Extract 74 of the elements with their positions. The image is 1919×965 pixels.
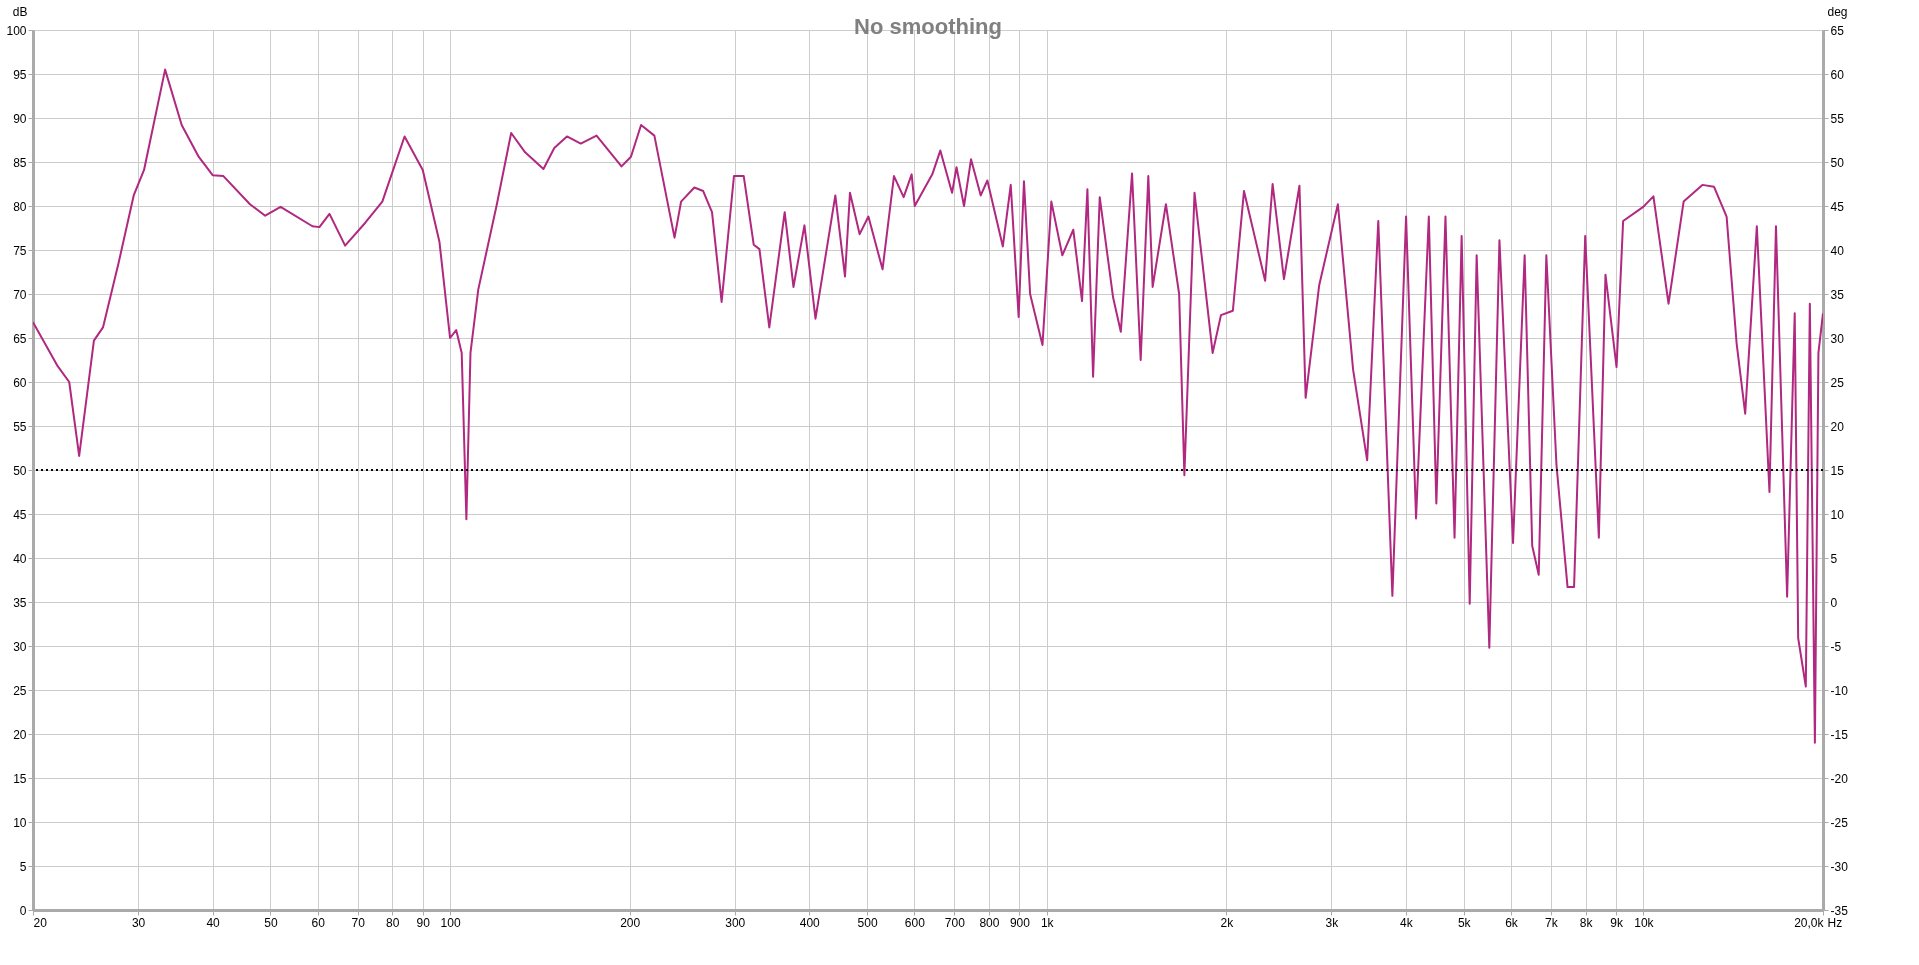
y-tick-label: 35 — [13, 595, 27, 610]
y2-tick-label: 35 — [1830, 287, 1845, 302]
x-tick-label: 600 — [904, 915, 926, 930]
y-tick-label: 20 — [13, 727, 27, 742]
y2-tick-label: 15 — [1830, 463, 1845, 478]
x-axis-title: Hz — [1827, 915, 1843, 930]
x-tick-label: 700 — [944, 915, 966, 930]
y-tick-label: 100 — [6, 23, 27, 38]
y2-tick-label: 10 — [1830, 507, 1845, 522]
y2-tick-label: 25 — [1830, 375, 1845, 390]
y2-axis-title: deg — [1827, 4, 1848, 19]
y2-tick-label: 40 — [1830, 243, 1845, 258]
y-tick-label: 45 — [13, 507, 27, 522]
y-tick-label: 65 — [13, 331, 27, 346]
x-tick-label: 500 — [857, 915, 878, 930]
x-tick-label: 20,0k — [1794, 915, 1825, 930]
y-tick-label: 95 — [13, 67, 27, 82]
x-tick-label: 90 — [416, 915, 431, 930]
x-tick-label: 20 — [33, 915, 48, 930]
x-tick-label: 30 — [131, 915, 146, 930]
y-tick-label: 80 — [13, 199, 27, 214]
x-tick-label: 80 — [386, 915, 400, 930]
x-tick-label: 7k — [1545, 915, 1559, 930]
x-tick-label: 6k — [1505, 915, 1519, 930]
x-tick-label: 9k — [1610, 915, 1624, 930]
x-tick-label: 100 — [440, 915, 461, 930]
y-tick-label: 60 — [13, 375, 27, 390]
x-tick-label: 200 — [620, 915, 641, 930]
y2-tick-label: 65 — [1830, 23, 1845, 38]
y2-tick-label: 5 — [1830, 551, 1838, 566]
x-tick-label: 300 — [725, 915, 746, 930]
y2-tick-label: -5 — [1830, 639, 1842, 654]
y2-tick-label: -25 — [1830, 815, 1849, 830]
y2-tick-label: -30 — [1830, 859, 1849, 874]
y2-tick-label: 55 — [1830, 111, 1845, 126]
y2-tick-label: -10 — [1830, 683, 1849, 698]
x-tick-label: 60 — [311, 915, 326, 930]
y-tick-label: 5 — [19, 859, 27, 874]
x-tick-label: 900 — [1009, 915, 1031, 930]
x-tick-label: 50 — [264, 915, 278, 930]
y-tick-label: 30 — [13, 639, 27, 654]
y-tick-label: 70 — [13, 287, 27, 302]
y2-tick-label: 20 — [1830, 419, 1845, 434]
y2-tick-label: 30 — [1830, 331, 1845, 346]
y-tick-label: 50 — [13, 463, 27, 478]
y2-tick-label: 60 — [1830, 67, 1845, 82]
y-tick-label: 85 — [13, 155, 27, 170]
x-tick-label: 800 — [979, 915, 1000, 930]
y-tick-label: 55 — [13, 419, 27, 434]
x-tick-label: 70 — [351, 915, 366, 930]
y-axis-title: dB — [12, 4, 28, 19]
x-tick-label: 1k — [1040, 915, 1055, 930]
x-tick-label: 4k — [1400, 915, 1414, 930]
y2-tick-label: -20 — [1830, 771, 1849, 786]
x-tick-label: 40 — [206, 915, 221, 930]
x-tick-label: 400 — [799, 915, 821, 930]
chart-title: No smoothing — [854, 14, 1002, 39]
y2-tick-label: -15 — [1830, 727, 1849, 742]
y-tick-label: 90 — [13, 111, 27, 126]
x-tick-label: 5k — [1457, 915, 1472, 930]
y-tick-label: 75 — [13, 243, 27, 258]
y-tick-label: 15 — [13, 771, 27, 786]
y2-tick-label: 0 — [1830, 595, 1838, 610]
x-tick-label: 2k — [1220, 915, 1235, 930]
y-tick-label: 40 — [13, 551, 27, 566]
x-tick-label: 3k — [1325, 915, 1340, 930]
y-tick-label: 0 — [19, 903, 27, 918]
y2-tick-label: 50 — [1830, 155, 1845, 170]
y-tick-label: 10 — [13, 815, 27, 830]
y2-tick-label: 45 — [1830, 199, 1845, 214]
x-tick-label: 10k — [1634, 915, 1655, 930]
x-tick-label: 8k — [1579, 915, 1594, 930]
y-tick-label: 25 — [13, 683, 27, 698]
y2-tick-label: -35 — [1830, 903, 1849, 918]
